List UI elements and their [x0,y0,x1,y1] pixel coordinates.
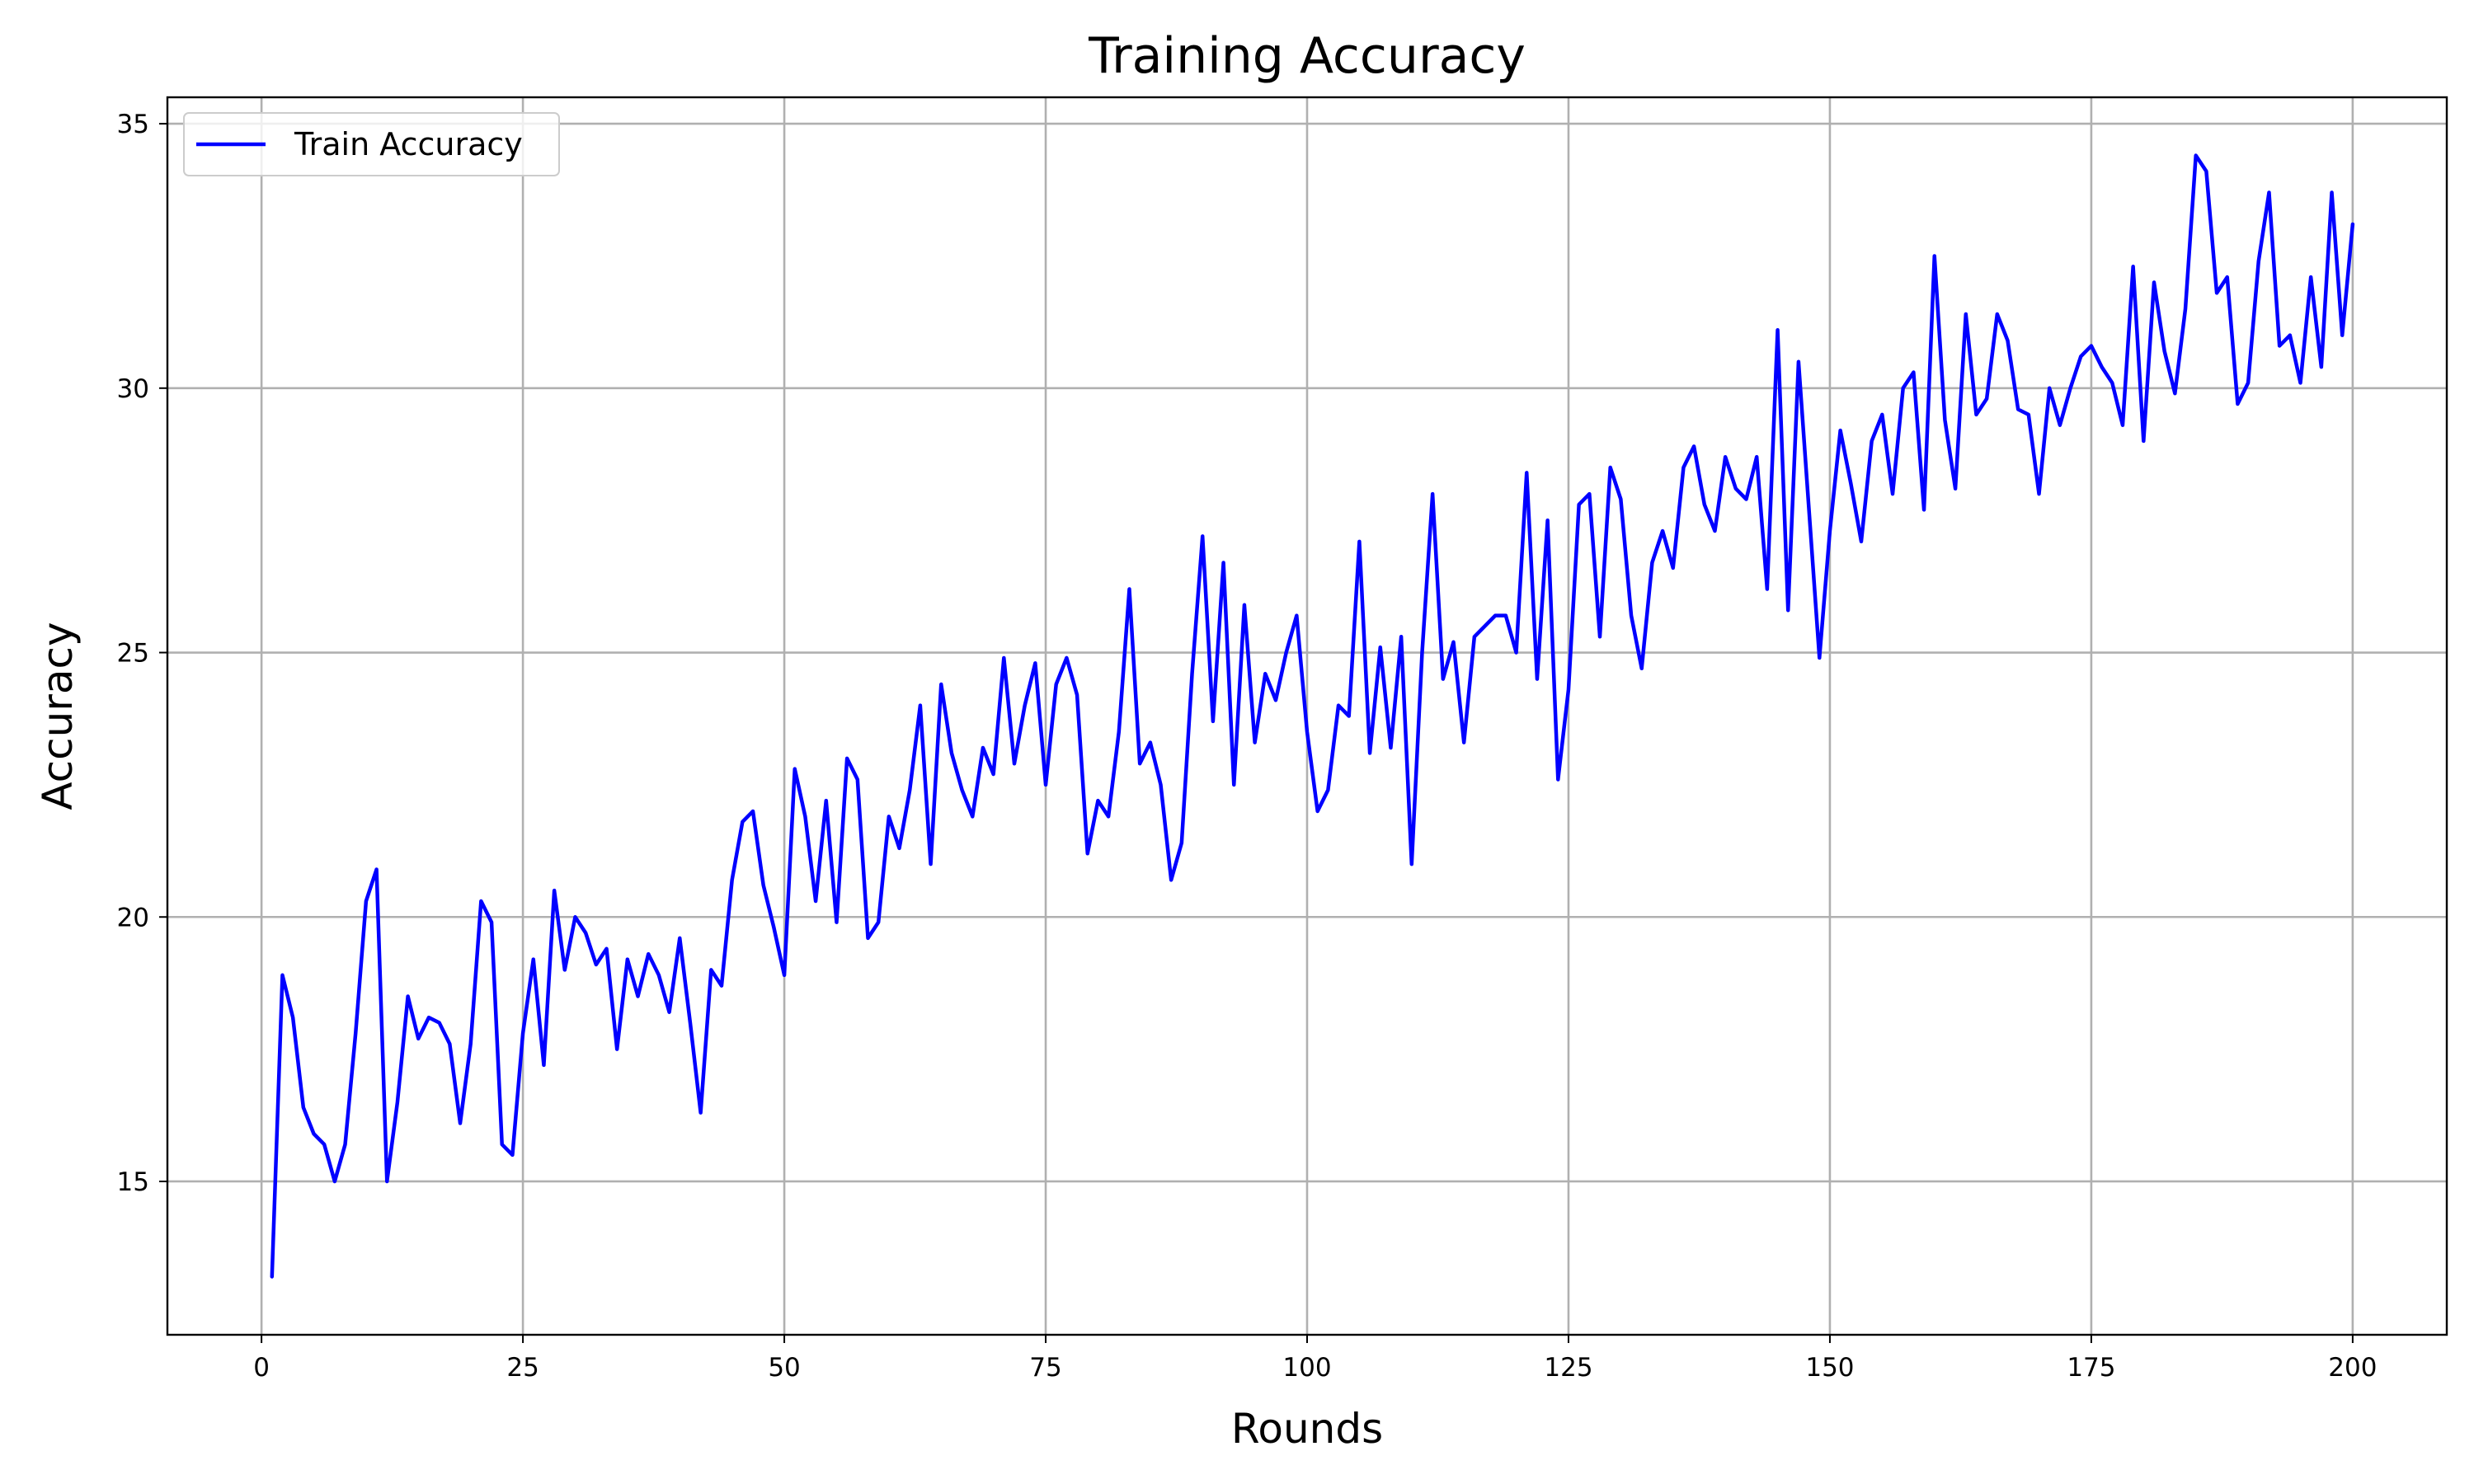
y-axis-label: Accuracy [34,622,82,810]
y-tick-label: 30 [117,374,149,404]
legend-label: Train Accuracy [294,126,523,162]
legend: Train Accuracy [183,112,560,176]
x-tick-label: 50 [768,1353,800,1383]
y-tick-label: 35 [117,110,149,139]
legend-box [183,112,560,176]
x-tick-label: 0 [253,1353,270,1383]
data-layer [270,153,2355,1279]
x-tick-label: 200 [2328,1353,2377,1383]
x-tick-label: 125 [1544,1353,1592,1383]
x-tick-label: 25 [506,1353,539,1383]
grid [167,97,2447,1335]
x-tick-label: 100 [1282,1353,1331,1383]
x-tick-label: 75 [1029,1353,1061,1383]
ticks: 0 25 50 75 100 125 150 175 200 15 20 25 30 35 [117,110,2378,1383]
x-axis-label: Rounds [1231,1405,1383,1453]
chart-title: Training Accuracy [1088,27,1526,85]
y-tick-label: 20 [117,903,149,932]
x-tick-label: 150 [1805,1353,1854,1383]
x-tick-label: 175 [2067,1353,2115,1383]
y-tick-label: 15 [117,1167,149,1197]
y-tick-label: 25 [117,639,149,669]
series-line [270,153,2355,1279]
